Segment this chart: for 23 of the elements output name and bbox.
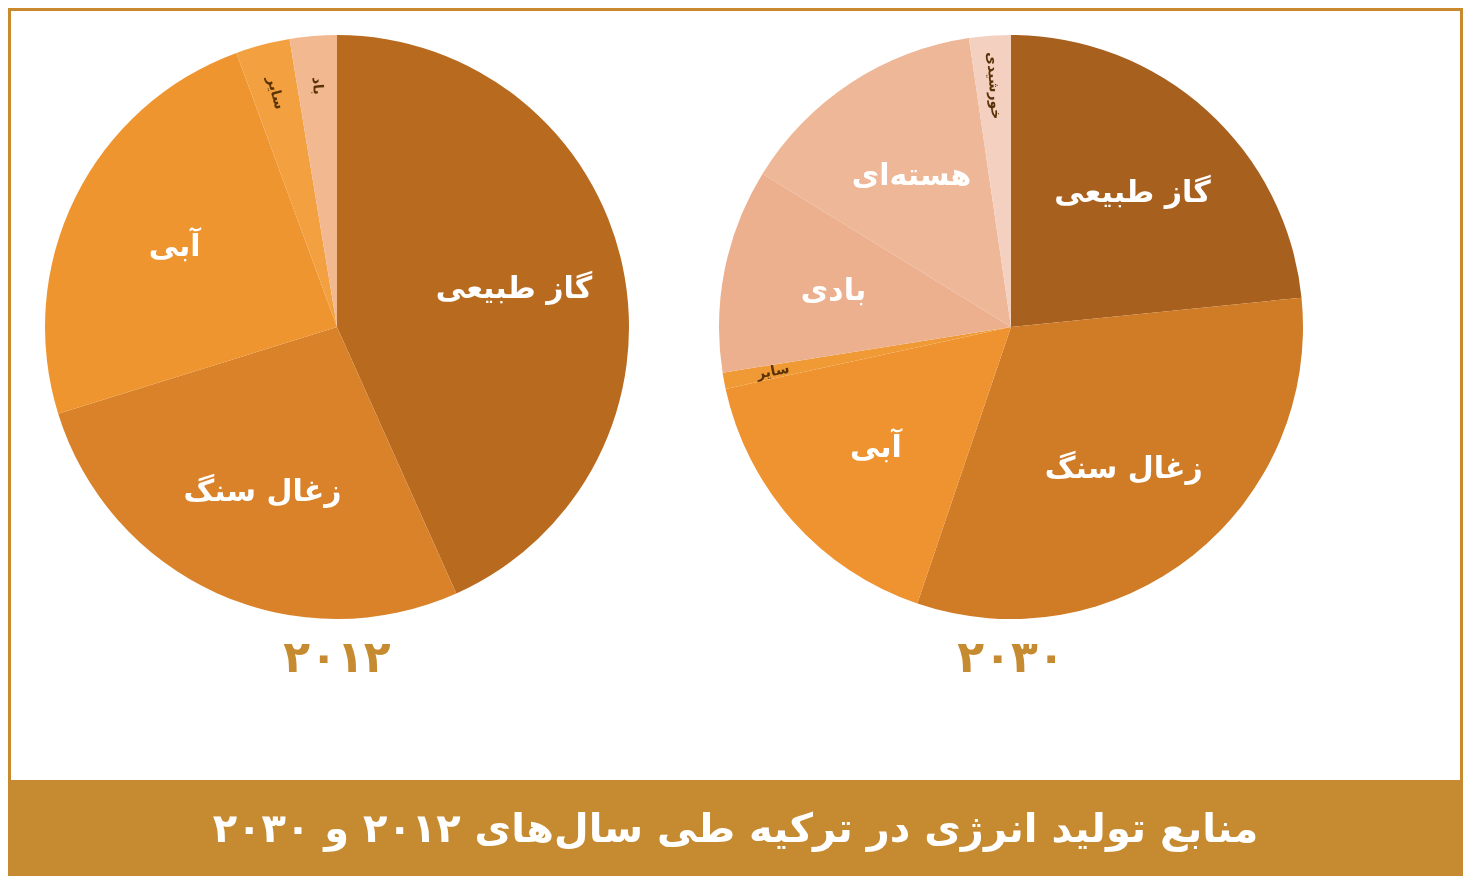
pie-slice [917, 297, 1303, 619]
slice-label: زغال سنگ [1044, 449, 1203, 485]
slice-label: هسته‌ای [851, 156, 972, 192]
slice-label: باد [309, 76, 327, 96]
pie-slice [58, 327, 457, 619]
pie-slice [1011, 35, 1302, 327]
slice-label: گاز طبیعی [435, 270, 593, 306]
pie-slice [725, 327, 1011, 604]
slice-label: زغال سنگ [183, 473, 342, 508]
slice-label: آبی [850, 427, 903, 464]
text: ۲۰۳۰ [957, 631, 1065, 682]
pie-slice [45, 52, 337, 414]
slice-label: بادی [800, 272, 867, 308]
pie-slice [289, 35, 337, 327]
slice-label: سایر [754, 359, 791, 383]
slice-label: خورشیدی [983, 51, 1005, 120]
slice-label: گاز طبیعی [1054, 173, 1212, 209]
slice-label: آبی [148, 226, 202, 263]
pie-slice [236, 38, 337, 327]
slice-label: سایر [263, 73, 289, 111]
pie-slice [968, 35, 1011, 327]
text: منابع تولید انرژی در ترکیه طی سال‌های ۲۰۱۲ و ۲۰۳۰ [8, 780, 1463, 876]
text: ۲۰۱۲ [283, 631, 391, 682]
